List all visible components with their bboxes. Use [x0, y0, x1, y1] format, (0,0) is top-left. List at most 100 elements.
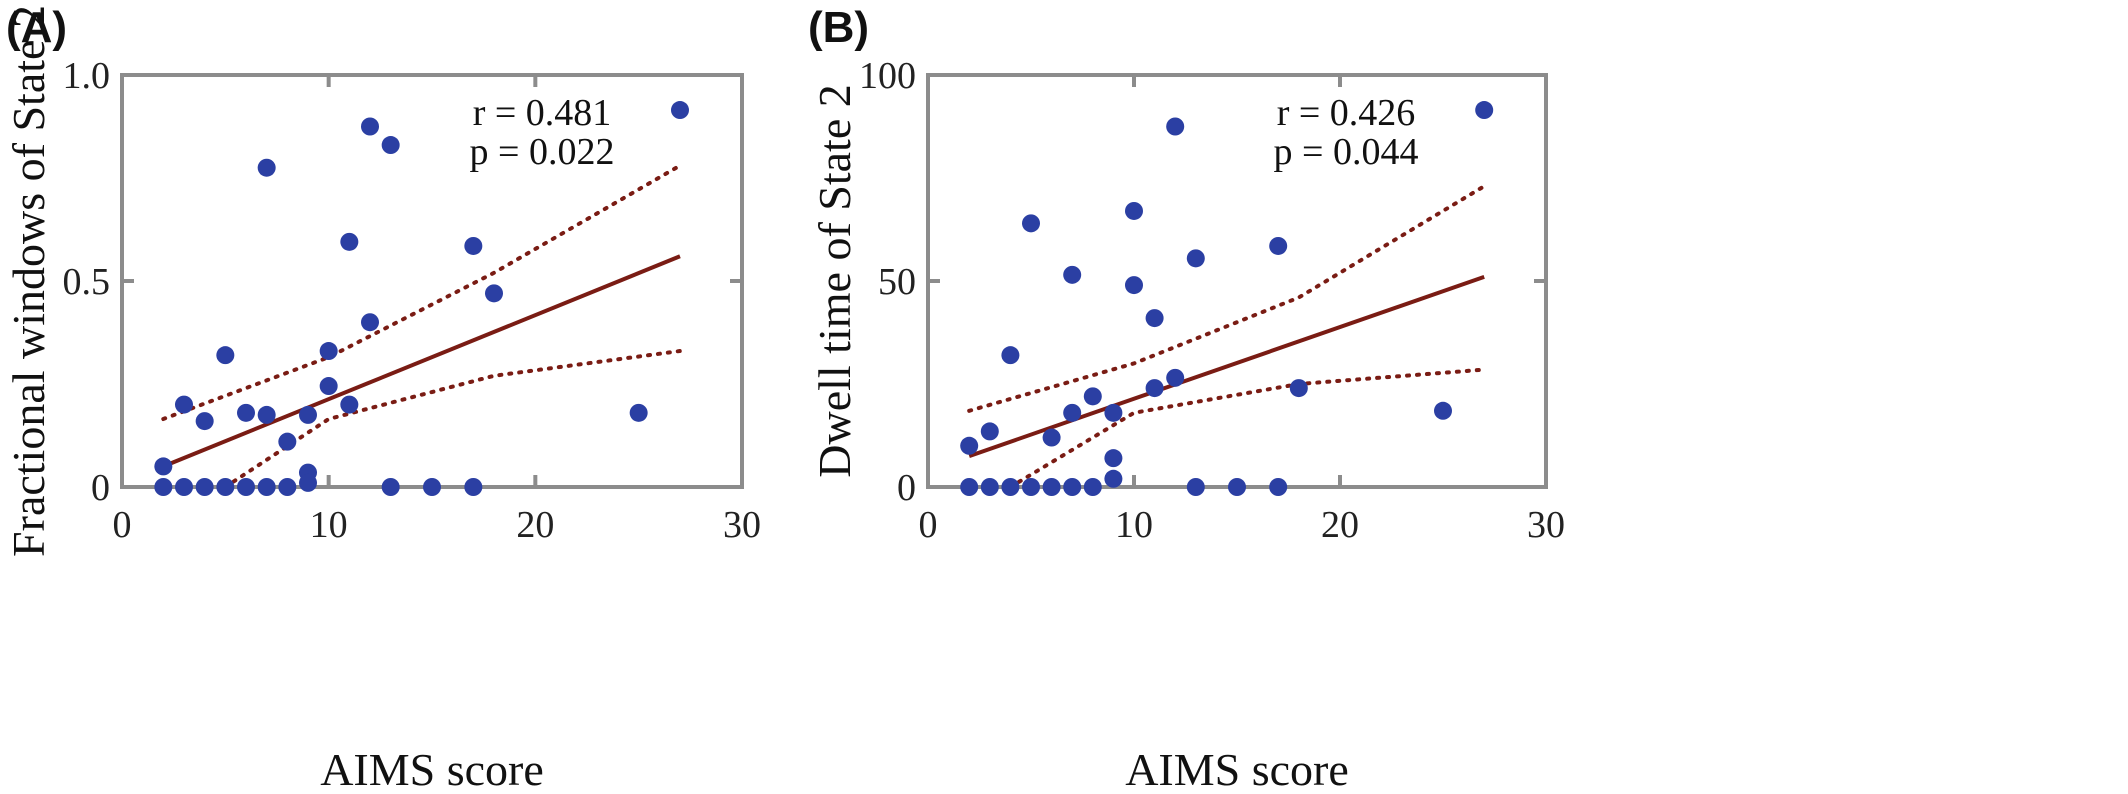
x-tick-label: 20	[516, 504, 554, 546]
fit-line	[162, 254, 681, 469]
data-point	[381, 136, 400, 155]
y-tick-label: 0	[897, 467, 916, 509]
data-point	[1104, 469, 1123, 488]
data-point	[1166, 117, 1185, 136]
data-point	[216, 346, 235, 365]
data-point	[1269, 236, 1288, 255]
confidence-band	[161, 163, 682, 489]
data-points	[154, 101, 689, 496]
y-tick-label: 100	[859, 55, 916, 97]
x-axis-label: AIMS score	[1125, 744, 1349, 794]
data-point	[671, 101, 689, 120]
data-point	[485, 284, 503, 303]
data-point	[1104, 403, 1123, 422]
ci-lower-line	[223, 349, 682, 489]
fit-line	[968, 274, 1485, 458]
data-point	[1269, 478, 1288, 496]
data-point	[319, 342, 338, 361]
data-point	[299, 473, 317, 492]
panel-b: (B) 0 10 20 30 0 50 100 r = 0.426 p = 0.044 AI…	[808, 3, 1565, 794]
x-tick-label: 0	[919, 504, 938, 546]
data-point	[154, 457, 173, 476]
data-point	[216, 478, 235, 496]
data-point	[1289, 379, 1308, 398]
plot-frame	[120, 73, 744, 489]
data-point	[1186, 249, 1205, 268]
data-point	[257, 158, 276, 177]
data-point	[1042, 478, 1061, 496]
data-point	[278, 478, 297, 496]
regression-line	[162, 254, 681, 469]
panel-label: (A)	[6, 3, 67, 52]
data-point	[257, 478, 276, 496]
y-tick-label: 50	[878, 261, 916, 303]
data-point	[629, 403, 648, 422]
data-point	[1022, 214, 1040, 233]
data-point	[195, 412, 214, 431]
data-point	[980, 422, 999, 441]
x-axis-label: AIMS score	[320, 744, 544, 794]
data-point	[1063, 265, 1082, 284]
data-point	[1125, 201, 1143, 220]
p-value-annotation: p = 0.044	[1274, 131, 1419, 173]
y-axis-label: Fractional windows of State 2	[3, 5, 54, 557]
x-tick-label: 30	[723, 504, 761, 546]
x-tick-label: 10	[310, 504, 348, 546]
data-point	[1125, 276, 1143, 295]
axis-ticks: 0 10 20 30 0 50 100	[859, 55, 1565, 546]
data-point	[1475, 101, 1494, 120]
data-point	[980, 478, 999, 496]
data-point	[237, 403, 255, 422]
plot-frame	[926, 73, 1548, 489]
data-point	[1083, 478, 1102, 496]
data-point	[1145, 309, 1164, 328]
ci-upper-line	[161, 163, 682, 421]
data-point	[340, 232, 359, 251]
data-point	[319, 377, 338, 396]
data-point	[1001, 346, 1020, 365]
axis-ticks: 0 10 20 30 0 0.5 1.0	[63, 55, 762, 546]
data-point	[361, 313, 379, 332]
data-point	[1166, 368, 1185, 387]
x-tick-label: 0	[113, 504, 132, 546]
x-tick-label: 20	[1321, 504, 1359, 546]
r-value-annotation: r = 0.481	[473, 92, 612, 134]
data-point	[1063, 478, 1082, 496]
y-tick-label: 1.0	[63, 55, 111, 97]
confidence-band	[967, 184, 1487, 489]
data-points	[960, 101, 1494, 496]
data-point	[1434, 401, 1452, 420]
regression-line	[968, 274, 1485, 458]
data-point	[195, 478, 214, 496]
data-point	[340, 395, 359, 414]
panel-a: (A) 0 10 20 30 0 0.5 1.0 r = 0.481 p = 0.022 A…	[3, 3, 761, 794]
x-tick-label: 30	[1527, 504, 1565, 546]
data-point	[423, 478, 441, 496]
data-point	[1228, 478, 1246, 496]
data-point	[960, 478, 979, 496]
data-point	[1063, 403, 1082, 422]
ci-upper-line	[967, 184, 1487, 413]
data-point	[175, 395, 193, 414]
data-point	[1042, 428, 1061, 447]
data-point	[257, 405, 276, 424]
p-value-annotation: p = 0.022	[470, 131, 615, 173]
panel-label: (B)	[808, 3, 869, 52]
x-tick-label: 10	[1115, 504, 1153, 546]
ci-lower-line	[1008, 367, 1487, 489]
data-point	[381, 478, 400, 496]
y-tick-label: 0	[91, 467, 110, 509]
y-tick-label: 0.5	[63, 261, 111, 303]
data-point	[154, 478, 173, 496]
data-point	[1186, 478, 1205, 496]
data-point	[464, 478, 483, 496]
data-point	[1145, 379, 1164, 398]
data-point	[361, 117, 379, 136]
data-point	[278, 432, 297, 451]
data-point	[237, 478, 255, 496]
data-point	[299, 405, 317, 424]
r-value-annotation: r = 0.426	[1277, 92, 1416, 134]
data-point	[1001, 478, 1020, 496]
data-point	[1083, 387, 1102, 406]
